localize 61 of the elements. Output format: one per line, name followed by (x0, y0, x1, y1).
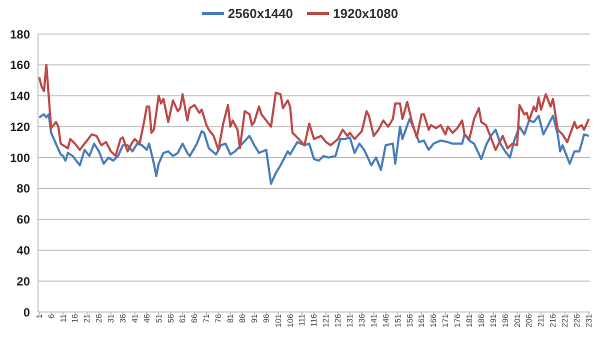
y-tick-label: 100 (10, 150, 30, 165)
x-tick-label: 126 (334, 313, 343, 328)
y-tick-label: 80 (16, 182, 30, 196)
x-tick-label: 21 (82, 313, 92, 323)
x-tick-label: 131 (346, 313, 355, 328)
y-tick-label: 140 (10, 89, 30, 104)
x-tick-label: 31 (106, 313, 116, 323)
x-tick-label: 61 (178, 313, 188, 323)
x-tick-label: 56 (166, 313, 176, 323)
x-tick-label: 186 (476, 313, 486, 328)
x-tick-label: 231 (584, 313, 594, 328)
x-tick-label: 26 (94, 313, 104, 323)
y-tick-label: 180 (10, 27, 30, 42)
x-tick-label: 166 (429, 313, 438, 328)
x-tick-label: 191 (488, 313, 498, 328)
x-tick-label: 136 (357, 313, 366, 328)
x-tick-label: 151 (393, 313, 402, 328)
y-tick-label: 0 (23, 305, 30, 320)
x-tick-label: 66 (190, 313, 200, 323)
x-tick-label: 16 (70, 313, 80, 323)
x-tick-label: 106 (286, 313, 295, 328)
x-tick-label: 211 (536, 313, 546, 327)
line-series (38, 113, 590, 185)
x-tick-label: 171 (441, 313, 450, 328)
x-tick-label: 161 (417, 313, 426, 328)
line-series (38, 64, 590, 158)
y-tick-label: 160 (10, 58, 30, 72)
x-tick-label: 116 (310, 313, 319, 327)
x-tick-label: 111 (298, 313, 307, 326)
x-tick-label: 1 (34, 313, 44, 318)
x-tick-label: 11 (58, 313, 68, 322)
x-tick-label: 51 (154, 313, 164, 323)
x-tick-label: 101 (274, 313, 283, 328)
x-tick-label: 96 (262, 313, 271, 323)
legend-label: 2560x1440 (228, 6, 293, 21)
x-tick-label: 46 (142, 313, 152, 323)
y-tick-label: 20 (16, 274, 30, 288)
x-tick-label: 156 (405, 313, 414, 328)
x-tick-label: 121 (322, 313, 331, 328)
y-tick-label: 60 (16, 212, 30, 227)
x-tick-label: 86 (238, 313, 247, 323)
x-tick-label: 226 (572, 313, 582, 328)
x-tick-label: 81 (226, 313, 236, 323)
x-tick-label: 206 (524, 313, 534, 328)
x-tick-label: 176 (453, 313, 462, 328)
x-tick-label: 146 (381, 313, 390, 328)
x-tick-label: 36 (118, 313, 128, 323)
x-tick-label: 196 (500, 313, 510, 328)
x-tick-label: 141 (369, 313, 378, 328)
x-tick-label: 91 (250, 313, 259, 323)
x-tick-label: 216 (548, 313, 558, 328)
x-tick-label: 6 (46, 313, 56, 318)
y-tick-label: 40 (16, 243, 30, 258)
x-tick-label: 201 (512, 313, 522, 328)
y-tick-label: 120 (10, 120, 30, 134)
x-tick-label: 221 (560, 313, 570, 328)
x-tick-label: 181 (465, 313, 474, 328)
x-tick-label: 71 (202, 313, 212, 323)
x-tick-label: 76 (214, 313, 224, 323)
x-tick-label: 41 (130, 313, 140, 323)
legend-label: 1920x1080 (333, 6, 398, 21)
